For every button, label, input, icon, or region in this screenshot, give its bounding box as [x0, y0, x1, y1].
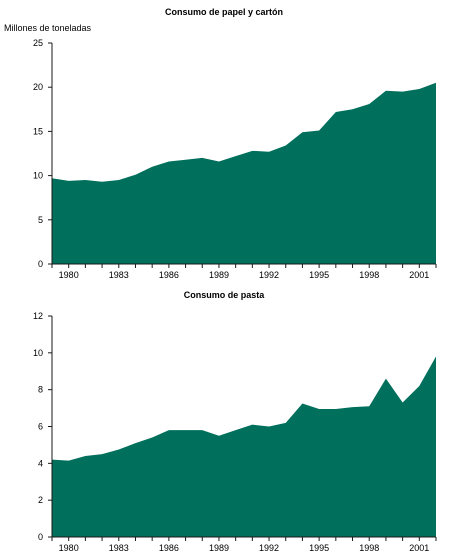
y-tick-label: 10 [33, 171, 43, 181]
x-tick-label: 1995 [309, 543, 329, 553]
x-tick-label: 1998 [359, 543, 379, 553]
x-tick-label: 1980 [59, 270, 79, 280]
x-tick-label: 1983 [109, 270, 129, 280]
y-tick-label: 5 [38, 215, 43, 225]
x-tick-label: 1986 [159, 270, 179, 280]
y-axis-label: Millones de toneladas [4, 23, 92, 33]
y-tick-label: 2 [38, 495, 43, 505]
y-tick-label: 8 [38, 385, 43, 395]
area-series [52, 356, 436, 537]
chart-title: Consumo de pasta [184, 290, 266, 300]
x-tick-label: 1989 [209, 270, 229, 280]
x-tick-label: 1983 [109, 543, 129, 553]
y-tick-label: 6 [38, 422, 43, 432]
y-tick-label: 12 [33, 311, 43, 321]
x-tick-label: 1980 [59, 543, 79, 553]
area-series [52, 82, 436, 264]
x-tick-label: 1986 [159, 543, 179, 553]
x-tick-label: 1995 [309, 270, 329, 280]
y-tick-label: 0 [38, 532, 43, 542]
y-tick-label: 20 [33, 82, 43, 92]
x-tick-label: 1989 [209, 543, 229, 553]
y-tick-label: 0 [38, 259, 43, 269]
x-tick-label: 1992 [259, 270, 279, 280]
chart-title: Consumo de papel y cartón [165, 7, 283, 17]
y-tick-label: 4 [38, 458, 43, 468]
x-tick-label: 1992 [259, 543, 279, 553]
y-tick-label: 15 [33, 126, 43, 136]
x-tick-label: 2001 [409, 543, 429, 553]
y-tick-label: 10 [33, 348, 43, 358]
x-tick-label: 2001 [409, 270, 429, 280]
x-tick-label: 1998 [359, 270, 379, 280]
y-tick-label: 25 [33, 38, 43, 48]
